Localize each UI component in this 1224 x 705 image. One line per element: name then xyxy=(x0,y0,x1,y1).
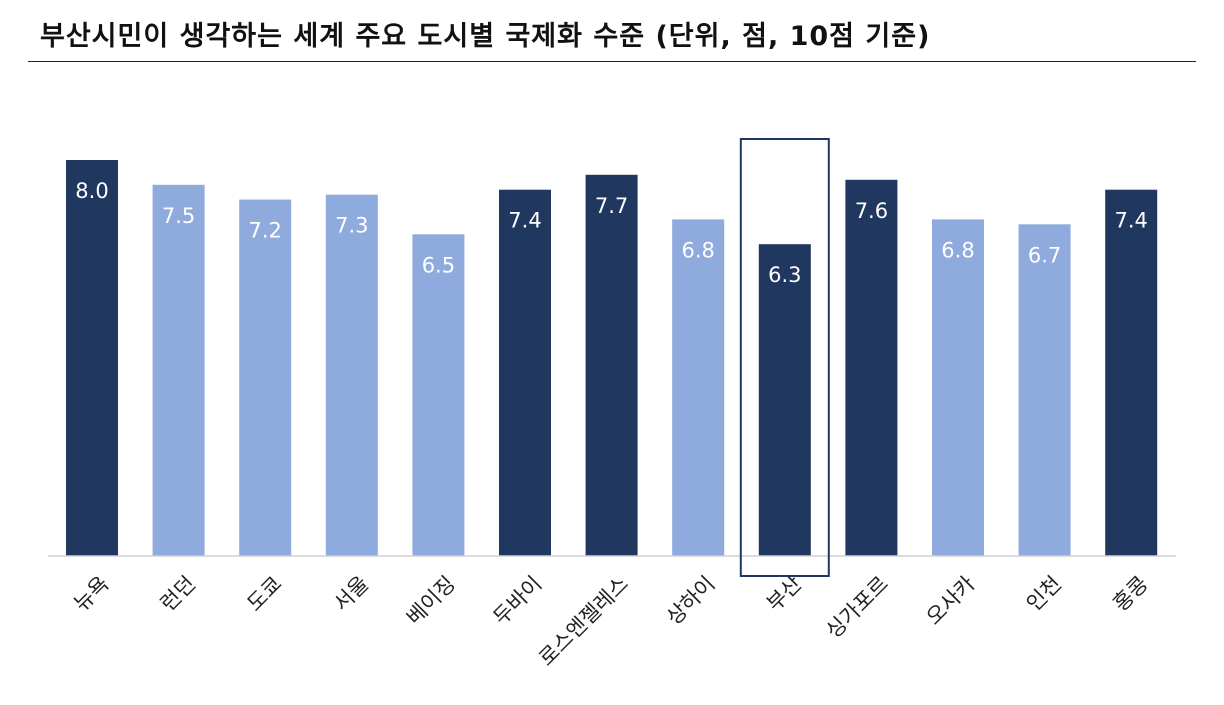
chart-title: 부산시민이 생각하는 세계 주요 도시별 국제화 수준 (단위, 점, 10점 … xyxy=(40,21,931,52)
value-label-8: 6.8 xyxy=(681,238,714,262)
bar-6 xyxy=(499,189,551,556)
title-divider xyxy=(28,61,1196,62)
category-label-13: 홍콩 xyxy=(1108,572,1152,616)
value-label-10: 7.6 xyxy=(855,199,888,223)
bar-10 xyxy=(845,179,898,557)
value-label-5: 6.5 xyxy=(422,253,455,277)
category-label-6: 두바이 xyxy=(489,572,547,630)
bar-12 xyxy=(1018,224,1071,557)
value-label-3: 7.2 xyxy=(248,219,281,243)
bar-8 xyxy=(672,219,725,556)
category-label-11: 오사카 xyxy=(922,572,980,630)
category-label-7: 로스엔젤레스 xyxy=(534,572,633,671)
bar-13 xyxy=(1105,189,1158,556)
bar-9 xyxy=(758,244,811,556)
bar-5 xyxy=(412,234,465,557)
category-label-10: 싱가포르 xyxy=(821,572,893,644)
bar-1 xyxy=(66,160,118,556)
category-label-12: 인천 xyxy=(1022,572,1066,616)
bar-11 xyxy=(932,219,984,556)
category-label-2: 런던 xyxy=(156,572,200,616)
highlight-box xyxy=(739,138,830,577)
value-label-2: 7.5 xyxy=(162,204,195,228)
value-label-7: 7.7 xyxy=(595,194,628,218)
value-label-11: 6.8 xyxy=(941,238,974,262)
category-label-5: 베이징 xyxy=(402,572,460,630)
value-label-9: 6.3 xyxy=(768,263,801,287)
bars-group xyxy=(66,160,1158,557)
category-label-8: 상하이 xyxy=(662,572,720,630)
category-label-9: 부산 xyxy=(762,572,806,616)
category-label-3: 도쿄 xyxy=(242,572,286,616)
value-label-1: 8.0 xyxy=(75,179,108,203)
category-label-4: 서울 xyxy=(329,572,373,616)
bar-3 xyxy=(239,199,292,556)
value-label-12: 6.7 xyxy=(1028,243,1061,267)
value-label-6: 7.4 xyxy=(508,209,541,233)
value-label-13: 7.4 xyxy=(1114,209,1147,233)
category-label-1: 뉴욕 xyxy=(69,572,113,616)
bar-7 xyxy=(585,174,638,557)
value-labels-group: 8.0 7.5 7.2 7.3 6.5 7.4 7.7 6.8 6.3 7.6 6.8 6.7 7.4 xyxy=(75,179,1148,287)
bar-2 xyxy=(152,184,205,557)
bar-4 xyxy=(325,194,378,556)
value-label-4: 7.3 xyxy=(335,214,368,238)
